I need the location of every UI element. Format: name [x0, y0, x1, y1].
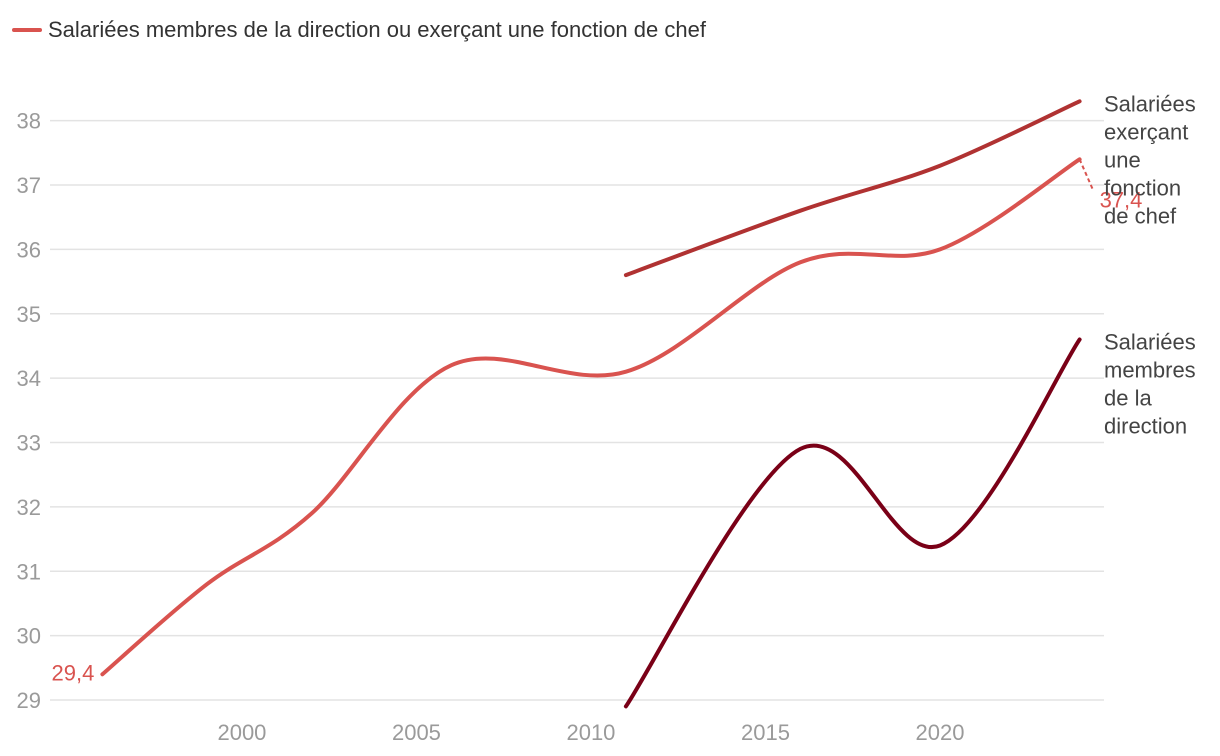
x-tick-label: 2010: [566, 720, 615, 745]
series-end-label: membres: [1104, 358, 1196, 383]
series-end-label: Salariées: [1104, 91, 1196, 116]
y-tick-label: 36: [17, 237, 41, 262]
series-end-label: de chef: [1104, 203, 1177, 228]
x-tick-label: 2005: [392, 720, 441, 745]
end-value-leader: [1078, 158, 1095, 192]
y-tick-label: 38: [17, 109, 41, 134]
start-value-label: 29,4: [52, 660, 95, 685]
x-tick-label: 2000: [217, 720, 266, 745]
series-end-label: Salariées: [1104, 330, 1196, 355]
series-end-label: direction: [1104, 414, 1187, 439]
y-tick-label: 33: [17, 431, 41, 456]
y-tick-label: 31: [17, 559, 41, 584]
legend-swatch: [12, 28, 42, 32]
x-tick-label: 2020: [915, 720, 964, 745]
y-tick-label: 37: [17, 173, 41, 198]
y-tick-label: 35: [17, 302, 41, 327]
series-end-label: une: [1104, 147, 1141, 172]
series-line: [100, 157, 1082, 677]
series-end-label: de la: [1104, 386, 1152, 411]
y-tick-label: 30: [17, 624, 41, 649]
series-line: [623, 337, 1082, 709]
y-tick-label: 29: [17, 688, 41, 713]
series-end-label: exerçant: [1104, 119, 1188, 144]
legend-label: Salariées membres de la direction ou exe…: [48, 17, 706, 42]
series-line: [623, 99, 1082, 278]
series-end-label: fonction: [1104, 175, 1181, 200]
chart-legend: Salariées membres de la direction ou exe…: [12, 14, 706, 46]
x-tick-label: 2015: [741, 720, 790, 745]
y-tick-label: 32: [17, 495, 41, 520]
y-tick-label: 34: [17, 366, 41, 391]
end-value-label: 37,4: [1100, 187, 1143, 212]
